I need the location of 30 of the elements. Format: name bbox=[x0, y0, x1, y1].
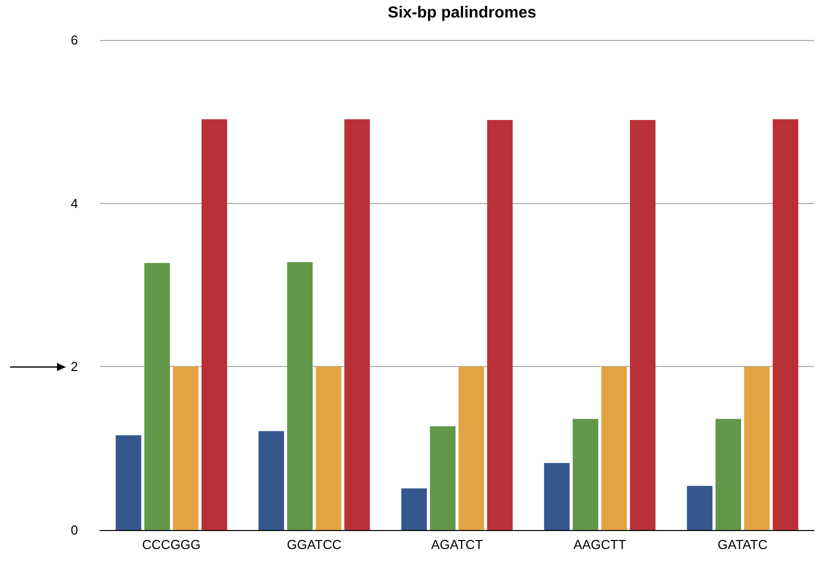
bar bbox=[430, 426, 456, 530]
bar bbox=[630, 120, 656, 530]
y-tick-label: 6 bbox=[70, 32, 78, 48]
bar bbox=[401, 488, 427, 530]
bar bbox=[544, 463, 570, 530]
bar bbox=[258, 431, 284, 530]
bar bbox=[772, 119, 798, 530]
bar bbox=[287, 262, 313, 530]
bar bbox=[458, 366, 484, 530]
bar bbox=[601, 366, 627, 530]
bar bbox=[172, 366, 198, 530]
chart-title: Six-bp palindromes bbox=[388, 4, 536, 22]
x-tick-label: CCCGGG bbox=[142, 537, 201, 552]
x-tick-label: GATATC bbox=[718, 537, 768, 552]
y-tick-label: 4 bbox=[70, 196, 78, 211]
y-tick-label: 2 bbox=[70, 359, 78, 374]
x-tick-label: AGATCT bbox=[431, 537, 483, 552]
bar bbox=[344, 119, 370, 530]
bar bbox=[686, 486, 712, 530]
bar bbox=[144, 262, 170, 530]
bar bbox=[116, 435, 142, 530]
bar bbox=[316, 366, 342, 530]
x-tick-label: AAGCTT bbox=[573, 537, 626, 552]
y-tick-label: 0 bbox=[70, 522, 78, 538]
x-tick-label: GGATCC bbox=[286, 537, 342, 552]
bar bbox=[572, 418, 598, 530]
bar bbox=[716, 418, 742, 530]
bar bbox=[744, 366, 770, 530]
bar bbox=[202, 119, 228, 530]
bar bbox=[487, 120, 513, 530]
